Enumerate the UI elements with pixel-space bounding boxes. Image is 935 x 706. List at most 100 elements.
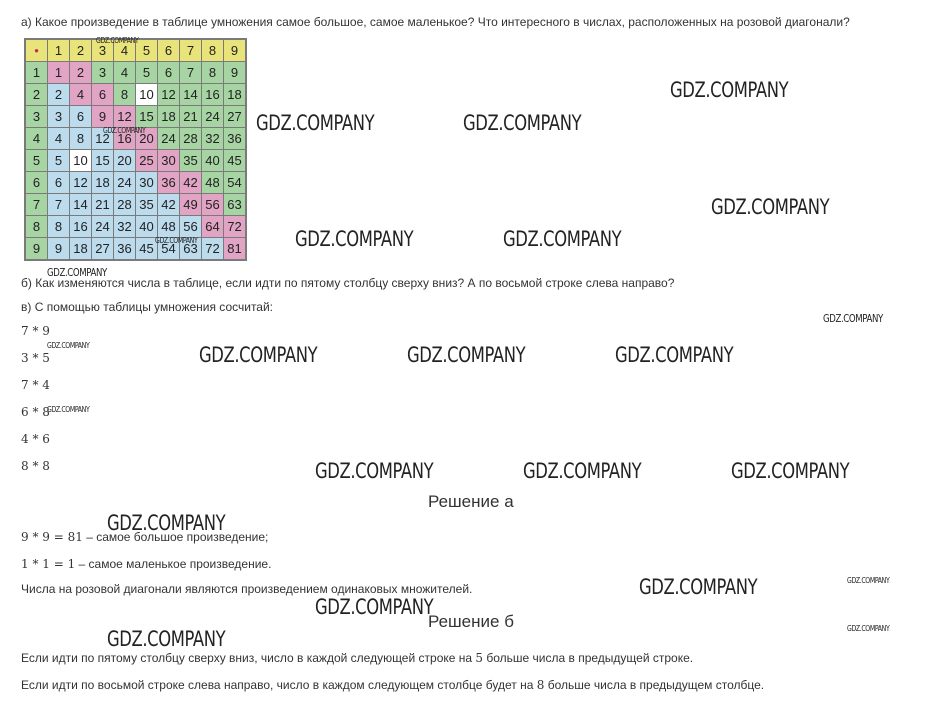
- table-cell: 18: [223, 83, 247, 106]
- table-cell: 81: [223, 237, 247, 261]
- table-cell: 72: [223, 215, 247, 238]
- table-cell: 14: [69, 193, 92, 216]
- table-cell: 40: [201, 149, 224, 172]
- table-cell: 20: [113, 149, 136, 172]
- table-cell: 2: [47, 83, 70, 106]
- table-cell: 24: [157, 127, 180, 150]
- solution-a-line-2-text: – самое маленькое произведение.: [75, 557, 272, 571]
- table-cell: 12: [113, 105, 136, 128]
- table-header-cell: 6: [157, 38, 180, 62]
- table-cell: 12: [91, 127, 114, 150]
- table-cell: 3: [91, 61, 114, 84]
- solution-a-line-1-text: – самое большое произведение;: [82, 530, 269, 544]
- table-cell: 5: [47, 149, 70, 172]
- table-cell: 30: [157, 149, 180, 172]
- solution-b-line-2-post: больше числа в предыдущем столбце.: [544, 678, 765, 692]
- table-cell: 20: [135, 127, 158, 150]
- exercise-6: 8 * 8: [21, 459, 50, 473]
- table-cell: 9: [91, 105, 114, 128]
- table-cell: 18: [91, 171, 114, 194]
- table-cell: 36: [223, 127, 247, 150]
- table-cell: 4: [47, 127, 70, 150]
- table-cell: 5: [135, 61, 158, 84]
- table-header-cell: 1: [47, 38, 70, 62]
- table-cell: 45: [223, 149, 247, 172]
- table-row: 5 5 10 15 20 25 30 35 40 45: [24, 149, 247, 172]
- exercise-2: 3 * 5: [21, 351, 50, 365]
- watermark: GDZ.COMPANY: [107, 511, 226, 535]
- solution-b-line-1: Если идти по пятому столбцу сверху вниз,…: [21, 651, 693, 665]
- watermark: GDZ.COMPANY: [711, 195, 830, 219]
- solution-a-line-1-math: 9 * 9 = 81: [21, 530, 83, 544]
- table-cell: 42: [157, 193, 180, 216]
- table-cell: 64: [201, 215, 224, 238]
- table-cell: 21: [179, 105, 202, 128]
- table-cell: 8: [113, 83, 136, 106]
- table-cell: 3: [47, 105, 70, 128]
- solution-a-line-3: Числа на розовой диагонали являются прои…: [21, 582, 473, 596]
- table-cell: 12: [157, 83, 180, 106]
- table-cell: 9: [223, 61, 247, 84]
- table-row: 9 9 18 27 36 45 54 63 72 81: [24, 237, 247, 261]
- watermark: GDZ.COMPANY: [639, 575, 758, 599]
- table-cell: 6: [69, 105, 92, 128]
- table-cell: 63: [179, 237, 202, 261]
- table-cell: 14: [179, 83, 202, 106]
- table-row-label: 8: [24, 215, 48, 238]
- table-row-label: 2: [24, 83, 48, 106]
- table-header-cell: 4: [113, 38, 136, 62]
- watermark: GDZ.COMPANY: [315, 595, 434, 619]
- watermark: GDZ.COMPANY: [256, 111, 375, 135]
- table-row-label: 5: [24, 149, 48, 172]
- watermark: GDZ.COMPANY: [107, 627, 226, 651]
- table-header-cell: 9: [223, 38, 247, 62]
- watermark: GDZ.COMPANY: [523, 459, 642, 483]
- table-row-label: 3: [24, 105, 48, 128]
- table-header-cell: 8: [201, 38, 224, 62]
- table-cell: 35: [135, 193, 158, 216]
- solution-a-line-1: 9 * 9 = 81 – самое большое произведение;: [21, 530, 268, 544]
- table-row-label: 9: [24, 237, 48, 261]
- exercise-4: 6 * 8: [21, 405, 50, 419]
- exercise-3: 7 * 4: [21, 378, 50, 392]
- watermark: GDZ.COMPANY: [315, 459, 434, 483]
- solution-a-line-2: 1 * 1 = 1 – самое маленькое произведение…: [21, 557, 271, 571]
- table-cell: 36: [113, 237, 136, 261]
- table-cell: 49: [179, 193, 202, 216]
- watermark: GDZ.COMPANY: [96, 36, 139, 45]
- table-cell: 45: [135, 237, 158, 261]
- table-cell: 24: [201, 105, 224, 128]
- table-row-label: 1: [24, 61, 48, 84]
- watermark: GDZ.COMPANY: [47, 266, 107, 279]
- table-row: 4 4 8 12 16 20 24 28 32 36: [24, 127, 247, 150]
- watermark: GDZ.COMPANY: [503, 227, 622, 251]
- table-cell: 72: [201, 237, 224, 261]
- watermark: GDZ.COMPANY: [295, 227, 414, 251]
- question-b: б) Как изменяются числа в таблице, если …: [21, 276, 675, 290]
- watermark: GDZ.COMPANY: [823, 312, 883, 325]
- exercise-1: 7 * 9: [21, 324, 50, 338]
- table-cell: 28: [179, 127, 202, 150]
- solution-b-line-2-pre: Если идти по восьмой строке слева направ…: [21, 678, 537, 692]
- table-header-cell: 2: [69, 38, 92, 62]
- watermark: GDZ.COMPANY: [847, 624, 890, 633]
- table-cell: 54: [157, 237, 180, 261]
- question-c: в) С помощью таблицы умножения сосчитай:: [21, 300, 274, 314]
- table-cell: 54: [223, 171, 247, 194]
- solution-a-title: Решение а: [428, 492, 514, 511]
- table-cell: 10: [135, 83, 158, 106]
- table-cell: 30: [135, 171, 158, 194]
- table-cell: 24: [113, 171, 136, 194]
- table-cell: 42: [179, 171, 202, 194]
- table-cell: 2: [69, 61, 92, 84]
- watermark: GDZ.COMPANY: [670, 78, 789, 102]
- table-row: 7 7 14 21 28 35 42 49 56 63: [24, 193, 247, 216]
- watermark: GDZ.COMPANY: [199, 343, 318, 367]
- table-row-label: 6: [24, 171, 48, 194]
- table-cell: 56: [179, 215, 202, 238]
- question-a: а) Какое произведение в таблице умножени…: [21, 15, 850, 29]
- table-cell: 27: [91, 237, 114, 261]
- table-header-cell: 5: [135, 38, 158, 62]
- solution-a-line-2-math: 1 * 1 = 1: [21, 557, 76, 571]
- watermark: GDZ.COMPANY: [155, 236, 198, 245]
